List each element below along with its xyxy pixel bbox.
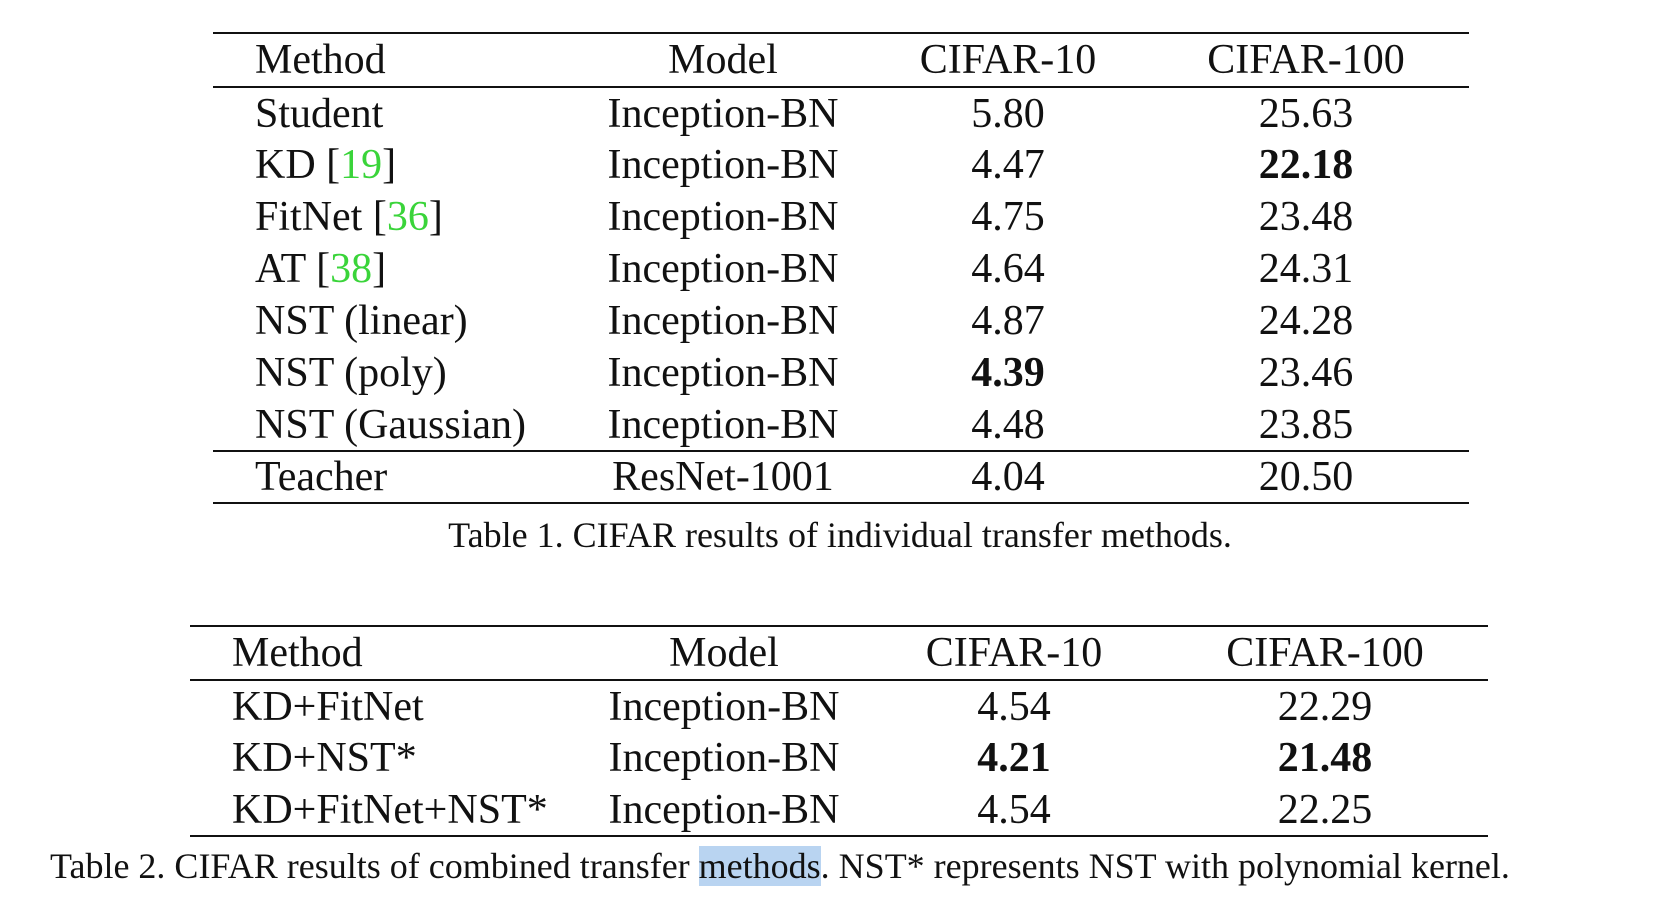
table-row: NST (linear) Inception-BN 4.87 24.28 — [213, 295, 1469, 347]
cifar100-cell: 24.28 — [1258, 298, 1354, 344]
header-cifar100: CIFAR-100 — [1226, 630, 1424, 676]
method-cell: KD+NST* — [232, 735, 417, 781]
teacher-row: Teacher ResNet-1001 4.04 20.50 — [213, 451, 1469, 503]
table-2: Method Model CIFAR-10 CIFAR-100 KD+FitNe… — [190, 625, 1488, 837]
cifar100-cell: 22.29 — [1277, 683, 1373, 730]
method-cell: KD [19] — [255, 142, 397, 188]
header-method: Method — [255, 37, 386, 83]
model-cell: Inception-BN — [607, 246, 839, 292]
caption-text: Table 2. CIFAR results of combined trans… — [50, 846, 699, 886]
method-name: FitNet — [255, 194, 363, 240]
table-row: NST (poly) Inception-BN 4.39 23.46 — [213, 347, 1469, 399]
method-cell: NST (linear) — [213, 295, 573, 347]
cifar100-cell: 23.85 — [1258, 401, 1354, 448]
header-cifar10: CIFAR-10 — [925, 630, 1103, 676]
table-row: Student Inception-BN 5.80 25.63 — [213, 87, 1469, 139]
table-row: KD+NST* Inception-BN 4.21 21.48 — [190, 732, 1488, 784]
method-name: NST (Gaussian) — [255, 401, 527, 448]
cifar10-cell: 4.54 — [977, 786, 1051, 833]
method-cell: AT [38] — [255, 246, 387, 292]
cifar100-cell: 23.48 — [1258, 194, 1354, 240]
header-cifar10: CIFAR-10 — [919, 37, 1097, 83]
method-name: AT — [255, 246, 306, 292]
model-cell: Inception-BN — [607, 142, 839, 188]
method-cell: FitNet [36] — [255, 194, 443, 240]
method-cell: KD+FitNet — [232, 683, 424, 730]
table-2-header-row: Method Model CIFAR-10 CIFAR-100 — [190, 626, 1488, 680]
cifar100-cell-best: 22.18 — [1258, 142, 1354, 188]
table-row: FitNet [36] Inception-BN 4.75 23.48 — [213, 191, 1469, 243]
cifar10-cell: 4.54 — [977, 683, 1051, 730]
cifar100-cell: 24.31 — [1258, 246, 1354, 292]
model-cell: Inception-BN — [607, 401, 839, 448]
cifar10-cell: 4.47 — [971, 142, 1045, 188]
cifar10-cell: 4.04 — [971, 454, 1045, 500]
table-row: KD+FitNet Inception-BN 4.54 22.29 — [190, 680, 1488, 732]
method-cell: NST (Gaussian) — [213, 399, 573, 451]
cifar100-cell: 23.46 — [1258, 350, 1354, 396]
cifar100-cell: 25.63 — [1258, 90, 1354, 137]
method-cell: Teacher — [255, 454, 388, 500]
table-row: AT [38] Inception-BN 4.64 24.31 — [213, 243, 1469, 295]
method-cell: Student — [213, 87, 573, 139]
cifar10-cell-best: 4.39 — [971, 350, 1045, 396]
model-cell: Inception-BN — [607, 350, 839, 396]
cifar10-cell: 5.80 — [971, 90, 1045, 137]
table-1-header-row: Method Model CIFAR-10 CIFAR-100 — [213, 33, 1469, 87]
cifar10-cell: 4.87 — [971, 298, 1045, 344]
method-cell: KD+FitNet+NST* — [232, 786, 548, 833]
cifar10-cell-best: 4.21 — [977, 735, 1051, 781]
model-cell: Inception-BN — [608, 786, 840, 833]
model-cell: ResNet-1001 — [612, 454, 834, 500]
table-1-caption: Table 1. CIFAR results of individual tra… — [448, 515, 1232, 555]
citation-link[interactable]: 36 — [386, 194, 429, 240]
selected-text-highlight[interactable]: methods — [698, 846, 821, 886]
cifar10-cell: 4.64 — [971, 246, 1045, 292]
cifar10-cell: 4.48 — [971, 401, 1045, 448]
table-row: NST (Gaussian) Inception-BN 4.48 23.85 — [213, 399, 1469, 451]
method-name: KD — [255, 142, 316, 188]
model-cell: Inception-BN — [607, 194, 839, 240]
header-method: Method — [232, 630, 363, 676]
header-model: Model — [668, 37, 778, 83]
method-name: Student — [255, 90, 384, 137]
method-cell: NST (poly) — [213, 347, 573, 399]
cifar10-cell: 4.75 — [971, 194, 1045, 240]
model-cell: Inception-BN — [607, 90, 839, 137]
cifar100-cell: 20.50 — [1258, 454, 1354, 500]
citation-link[interactable]: 19 — [340, 142, 383, 188]
model-cell: Inception-BN — [608, 683, 840, 730]
method-name: NST (linear) — [255, 298, 468, 344]
model-cell: Inception-BN — [608, 735, 840, 781]
caption-text: . NST* represents NST with polynomial ke… — [820, 846, 1510, 886]
table-row: KD [19] Inception-BN 4.47 22.18 — [213, 139, 1469, 191]
table-row: KD+FitNet+NST* Inception-BN 4.54 22.25 — [190, 784, 1488, 836]
header-cifar100: CIFAR-100 — [1207, 37, 1405, 83]
model-cell: Inception-BN — [607, 298, 839, 344]
method-name: NST (poly) — [255, 350, 447, 396]
cifar100-cell-best: 21.48 — [1277, 735, 1373, 781]
cifar100-cell: 22.25 — [1277, 786, 1373, 833]
table-1: Method Model CIFAR-10 CIFAR-100 Student … — [213, 32, 1469, 504]
header-model: Model — [669, 630, 779, 676]
table-2-caption: Table 2. CIFAR results of combined trans… — [50, 845, 1510, 887]
citation-link[interactable]: 38 — [330, 246, 373, 292]
